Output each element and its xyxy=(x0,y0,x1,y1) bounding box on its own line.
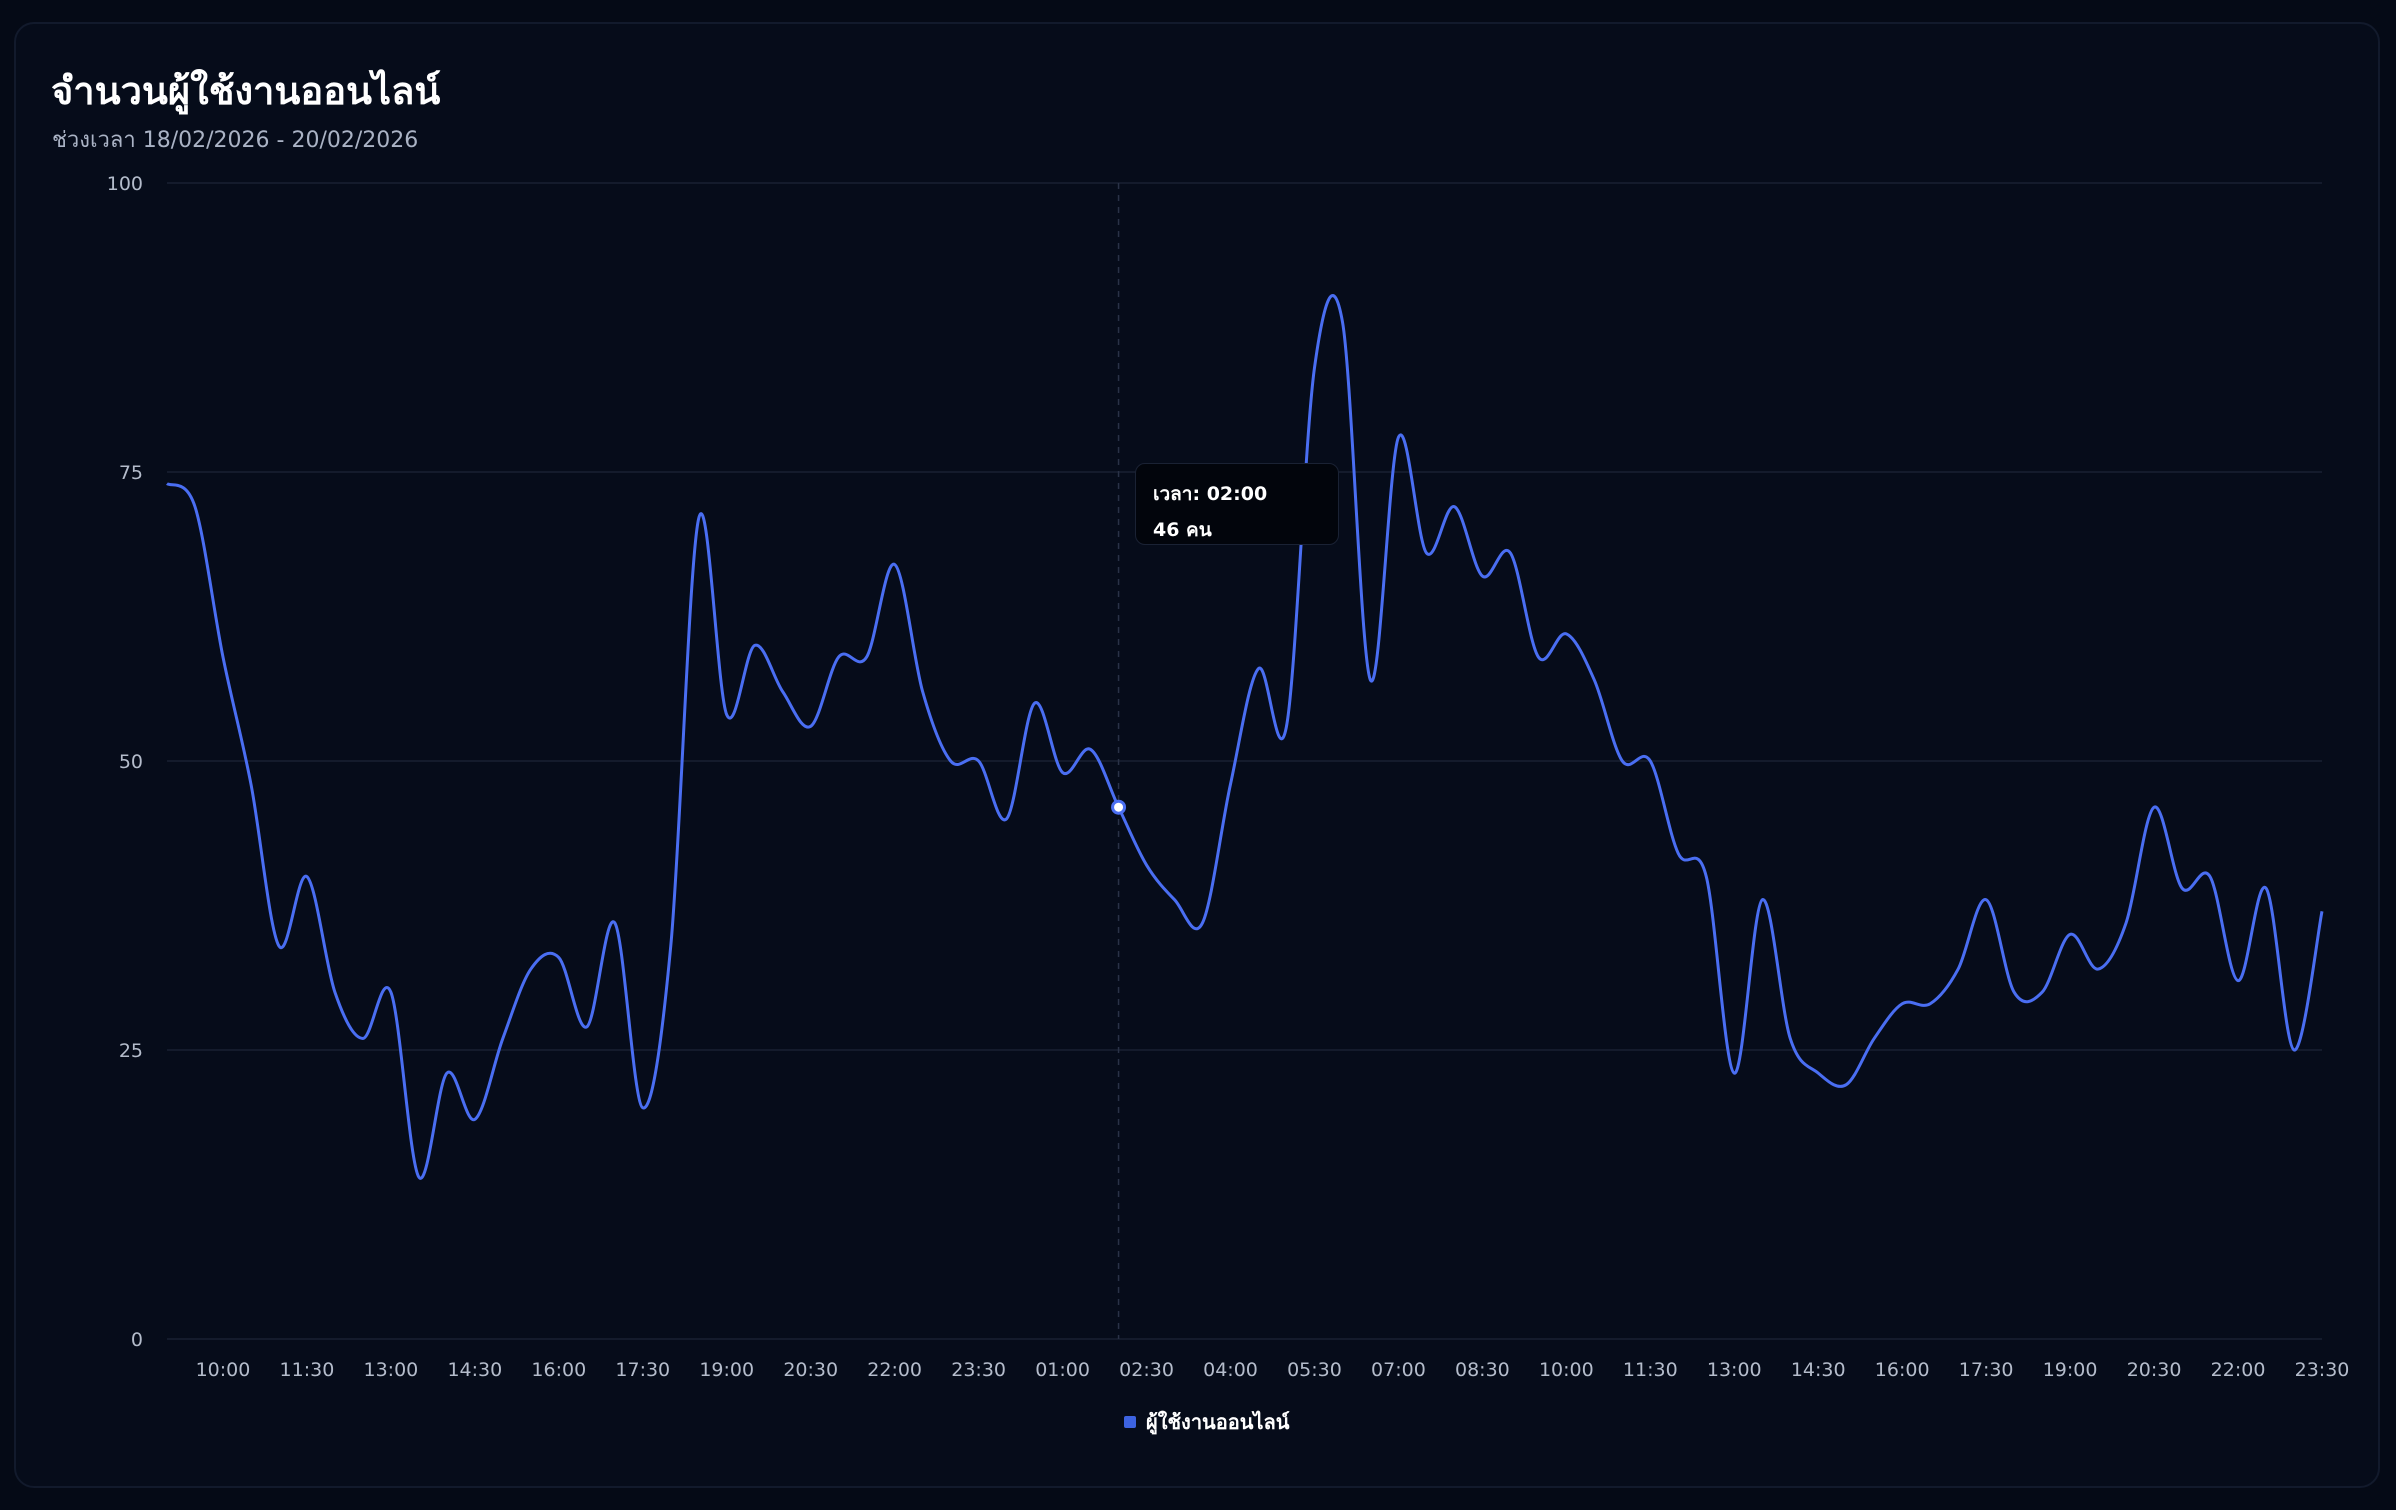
highlight-point[interactable] xyxy=(1111,799,1127,815)
tooltip-time: เวลา: 02:00 xyxy=(1153,483,1268,505)
x-tick-label-25: 23:30 xyxy=(2295,1359,2350,1381)
legend-swatch-icon xyxy=(1124,1416,1136,1428)
x-tick-label-8: 22:00 xyxy=(867,1359,922,1381)
x-tick-label-17: 11:30 xyxy=(1623,1359,1678,1381)
x-tick-label-14: 07:00 xyxy=(1371,1359,1426,1381)
x-tick-label-1: 11:30 xyxy=(280,1359,335,1381)
chart-card xyxy=(14,22,2380,1488)
series-line-online-users xyxy=(166,294,2324,1180)
x-tick-label-15: 08:30 xyxy=(1455,1359,1510,1381)
x-tick-label-0: 10:00 xyxy=(196,1359,251,1381)
y-tick-label-0: 0 xyxy=(131,1329,143,1351)
chart-tooltip: เวลา: 02:00 46 คน xyxy=(1135,463,1339,545)
x-tick-label-19: 14:30 xyxy=(1791,1359,1846,1381)
y-tick-label-25: 25 xyxy=(119,1040,143,1062)
x-tick-label-4: 16:00 xyxy=(531,1359,586,1381)
x-tick-label-23: 20:30 xyxy=(2127,1359,2182,1381)
chart-legend[interactable]: ผู้ใช้งานออนไลน์ xyxy=(1124,1406,1289,1438)
x-tick-label-16: 10:00 xyxy=(1539,1359,1594,1381)
x-tick-label-13: 05:30 xyxy=(1287,1359,1342,1381)
x-tick-label-5: 17:30 xyxy=(615,1359,670,1381)
x-tick-label-12: 04:00 xyxy=(1203,1359,1258,1381)
y-tick-label-75: 75 xyxy=(119,462,143,484)
tooltip-value: 46 คน xyxy=(1153,519,1212,541)
x-tick-label-18: 13:00 xyxy=(1707,1359,1762,1381)
chart-subtitle: ช่วงเวลา 18/02/2026 - 20/02/2026 xyxy=(52,128,419,153)
x-tick-label-6: 19:00 xyxy=(699,1359,754,1381)
x-tick-label-10: 01:00 xyxy=(1035,1359,1090,1381)
x-tick-label-11: 02:30 xyxy=(1119,1359,1174,1381)
x-tick-label-21: 17:30 xyxy=(1959,1359,2014,1381)
y-tick-label-50: 50 xyxy=(119,751,143,773)
x-tick-label-22: 19:00 xyxy=(2043,1359,2098,1381)
x-tick-label-3: 14:30 xyxy=(447,1359,502,1381)
x-tick-label-7: 20:30 xyxy=(783,1359,838,1381)
y-tick-label-100: 100 xyxy=(107,173,143,195)
x-tick-label-24: 22:00 xyxy=(2211,1359,2266,1381)
legend-label: ผู้ใช้งานออนไลน์ xyxy=(1146,1410,1290,1434)
chart-title: จำนวนผู้ใช้งานออนไลน์ xyxy=(51,69,441,113)
x-tick-label-9: 23:30 xyxy=(951,1359,1006,1381)
x-tick-label-2: 13:00 xyxy=(364,1359,419,1381)
x-tick-label-20: 16:00 xyxy=(1875,1359,1930,1381)
